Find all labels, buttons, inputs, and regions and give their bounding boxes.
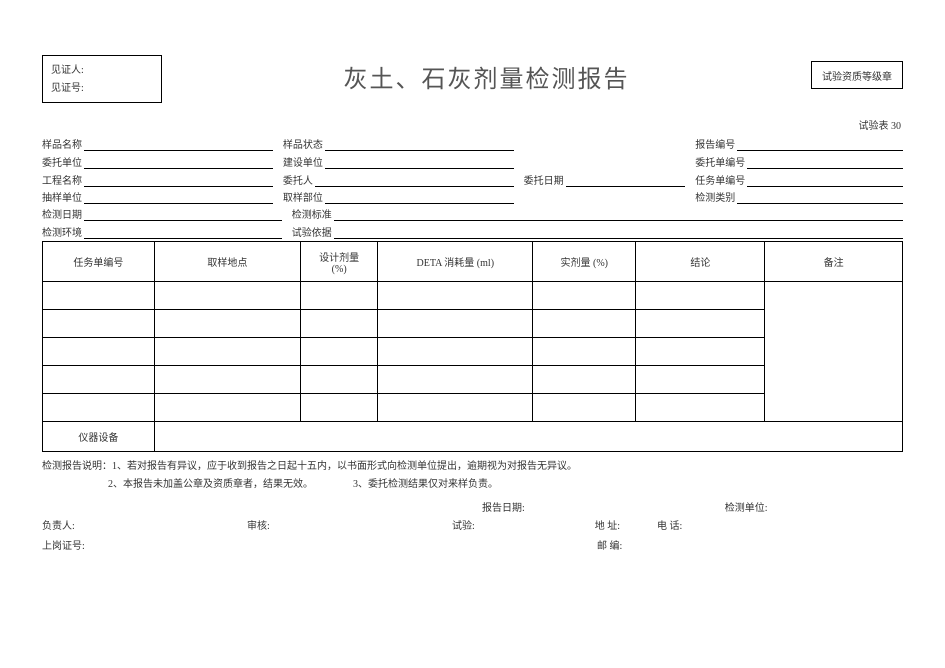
th-design-dose: 设计剂量 (%) [300, 242, 377, 282]
footer-reviewer: 审核: [247, 518, 452, 536]
th-conclusion: 结论 [636, 242, 765, 282]
notes-prefix: 检测报告说明： [42, 458, 112, 476]
th-remark: 备注 [765, 242, 903, 282]
field-sample-state: 样品状态 [283, 136, 514, 151]
field-sample-part: 取样部位 [283, 189, 514, 204]
meta-row4: 抽样单位 取样部位 检测类别 [42, 189, 903, 204]
field-entrust-date: 委托日期 [524, 172, 686, 187]
qualification-stamp: 试验资质等级章 [811, 61, 903, 89]
field-entrust-person: 委托人 [283, 172, 514, 187]
report-title: 灰土、石灰剂量检测报告 [162, 59, 811, 94]
th-deta-consume: DETA 消耗量 (ml) [378, 242, 533, 282]
field-test-env: 检测环境 [42, 224, 282, 239]
note-3: 3、委托检测结果仅对来样负责。 [353, 476, 498, 494]
stamp-label: 试验资质等级章 [822, 68, 892, 83]
note-1: 1、若对报告有异议，应于收到报告之日起十五内，以书面形式向检测单位提出，逾期视为… [112, 458, 577, 476]
table-number: 试验表 30 [42, 117, 901, 132]
field-report-no: 报告编号 [695, 136, 903, 151]
report-footer: 报告日期: 检测单位: 负责人: 审核: 试验:地 址: 电 话: 上岗证号: … [42, 500, 903, 556]
equipment-row: 仪器设备 [43, 422, 903, 452]
footer-cert-no: 上岗证号: [42, 538, 247, 556]
field-task-no: 任务单编号 [695, 172, 903, 187]
field-test-standard: 检测标准 [292, 206, 903, 221]
field-entrust-unit: 委托单位 [42, 154, 273, 169]
footer-postcode: 邮 编: [452, 538, 657, 556]
footer-tester: 试验: [452, 518, 475, 536]
witness-box: 见证人: 见证号: [42, 55, 162, 103]
footer-address: 地 址: [595, 518, 620, 536]
th-actual-dose: 实剂量 (%) [533, 242, 636, 282]
field-test-date: 检测日期 [42, 206, 282, 221]
field-entrust-no: 委托单编号 [695, 154, 903, 169]
th-sample-location: 取样地点 [154, 242, 300, 282]
th-task-no: 任务单编号 [43, 242, 155, 282]
field-build-unit: 建设单位 [283, 154, 514, 169]
meta-row5: 检测日期 检测标准 [42, 206, 903, 221]
data-table: 任务单编号 取样地点 设计剂量 (%) DETA 消耗量 (ml) 实剂量 (%… [42, 241, 903, 452]
footer-report-date: 报告日期: [482, 500, 525, 518]
footer-test-unit: 检测单位: [725, 500, 768, 518]
report-header: 见证人: 见证号: 灰土、石灰剂量检测报告 试验资质等级章 [42, 55, 903, 103]
table-header-row: 任务单编号 取样地点 设计剂量 (%) DETA 消耗量 (ml) 实剂量 (%… [43, 242, 903, 282]
meta-grid: 样品名称 样品状态 报告编号 委托单位 建设单位 委托单编号 工程名称 委托人 … [42, 136, 903, 187]
field-sample-unit: 抽样单位 [42, 189, 273, 204]
equip-label: 仪器设备 [43, 422, 155, 452]
field-sample-name: 样品名称 [42, 136, 273, 151]
table-row [43, 282, 903, 310]
meta-row6: 检测环境 试验依据 [42, 224, 903, 239]
footer-phone: 电 话: [657, 518, 903, 536]
note-2: 2、本报告未加盖公章及资质章者，结果无效。 [108, 476, 313, 494]
field-test-type: 检测类别 [695, 189, 903, 204]
witness-no-label: 见证号: [51, 80, 153, 98]
footer-responsible: 负责人: [42, 518, 247, 536]
witness-person-label: 见证人: [51, 62, 153, 80]
field-project-name: 工程名称 [42, 172, 273, 187]
field-test-basis: 试验依据 [292, 224, 903, 239]
report-notes: 检测报告说明： 1、若对报告有异议，应于收到报告之日起十五内，以书面形式向检测单… [42, 458, 903, 494]
